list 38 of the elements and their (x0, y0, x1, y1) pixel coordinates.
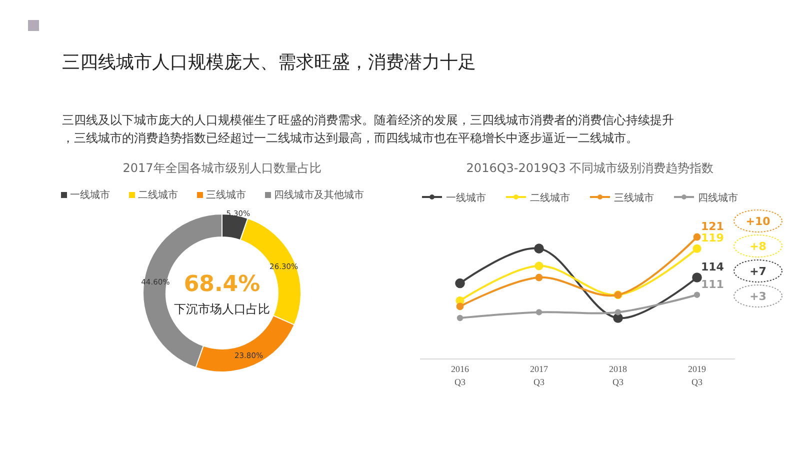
legend-label: 四线城市及其他城市 (274, 189, 364, 201)
text: 下沉市场人口占比 (174, 302, 270, 316)
point (614, 309, 622, 316)
x-tick-label: 2017 Q3 (530, 364, 548, 387)
legend-label: 三线城市 (614, 192, 654, 204)
legend-label: 一线城市 (446, 192, 486, 204)
point (692, 244, 702, 253)
text: +7 (750, 265, 766, 278)
data-label: 114 (701, 260, 724, 274)
chart-title: 2016Q3-2019Q3 不同城市级别消费趋势指数 (466, 161, 714, 175)
point (534, 262, 544, 270)
chart-title: 2017年全国各城市级别人口数量占比 (122, 161, 322, 175)
point (692, 272, 702, 282)
data-label: 111 (701, 278, 724, 291)
x-tick-label: 2018 Q3 (609, 364, 628, 387)
text: +10 (746, 215, 771, 228)
legend-label: 四线城市 (698, 192, 738, 204)
data-label: 119 (701, 232, 724, 245)
text: 三四线城市人口规模庞大、需求旺盛，消费潜力十足 (62, 52, 476, 73)
x-tick-label: 2019 Q3 (688, 364, 706, 387)
data-label: 121 (701, 220, 724, 233)
text: +3 (750, 290, 766, 303)
point (536, 309, 542, 316)
legend-label: 三线城市 (206, 189, 246, 201)
text: +8 (750, 240, 766, 253)
text: 三四线及以下城市庞大的人口规模催生了旺盛的消费需求。随着经济的发展，三四线城市消费者的消费信心持续提升，三线城市的消费趋势指数已经超过一二线城市达到最高，而四线城市也在平稳增长中逐步逼近一二线城市。 (62, 113, 674, 145)
point (535, 274, 543, 282)
point (456, 302, 464, 310)
legend-label: 二线城市 (530, 192, 570, 204)
legend-label: 一线城市 (70, 189, 110, 201)
point (456, 314, 464, 322)
text: 68.4% (184, 272, 260, 297)
point (694, 292, 700, 298)
point (693, 233, 701, 241)
point (534, 244, 544, 254)
legend-label: 二线城市 (138, 189, 178, 201)
x-tick-label: 2016 Q3 (451, 364, 470, 387)
point (455, 278, 465, 288)
